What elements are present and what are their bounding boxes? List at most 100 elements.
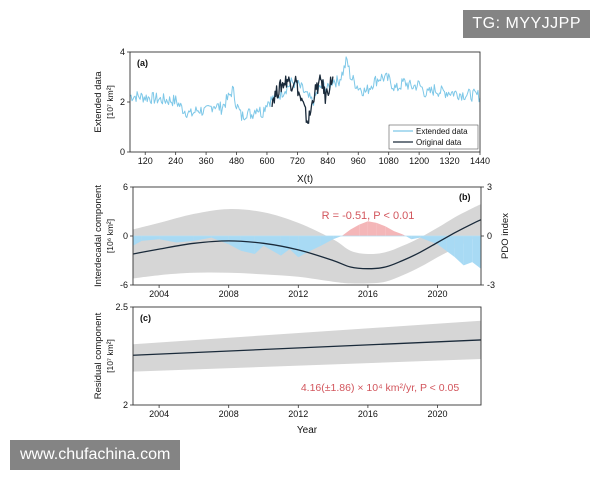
panel-c-y-ticks: 22.5: [115, 302, 133, 410]
pdo-negative-area: [310, 236, 321, 251]
watermark-top-right: TG: MYYJJPP: [463, 10, 590, 38]
panel-b-right-y-tick-label: 0: [487, 231, 492, 241]
pdo-negative-area: [254, 236, 264, 254]
pdo-negative-area: [263, 236, 281, 256]
panel-a-x-tick-label: 1320: [440, 156, 460, 166]
panel-b-y-ticks: -6 0 6: [120, 182, 133, 290]
panel-b-y-label-line1: Interdecadal component: [93, 185, 104, 287]
pdo-negative-area: [228, 236, 241, 251]
panel-b-right-y-tick-label: 3: [487, 182, 492, 192]
panel-a-y-tick-label: 4: [120, 47, 125, 57]
panel-c: 2004 2008 2012 2016 2020 22.5 (c) 4.16(±1.86…: [93, 302, 482, 436]
pdo-positive-area: [350, 224, 360, 236]
interdecadal-component-line: [133, 219, 481, 270]
panel-a-x-tick-label: 240: [168, 156, 183, 166]
panel-b-right-y-tick-label: -3: [487, 280, 495, 290]
panel-c-series: [133, 339, 481, 356]
panel-a-x-tick-label: 360: [199, 156, 214, 166]
panel-b-y-tick-label: 6: [123, 182, 128, 192]
panel-c-x-tick-label: 2008: [219, 409, 239, 419]
panel-b-x-tick-label: 2012: [288, 289, 308, 299]
legend-label-extended: Extended data: [416, 127, 468, 136]
extended-data-line: [129, 56, 481, 121]
panel-a-x-tick-label: 1200: [409, 156, 429, 166]
residual-confidence-band: [133, 320, 481, 372]
panel-a-x-ticks: 120 240 360 480 600 720 840 960 1080 1200 1320 1440: [138, 152, 490, 166]
pdo-negative-area: [240, 236, 255, 254]
panel-c-y-label-line2: [10⁷ km²]: [105, 339, 115, 373]
watermark-bottom-left: www.chufachina.com: [10, 440, 181, 470]
legend-box: [388, 124, 479, 150]
panel-a-y-ticks: 0 2 4: [120, 47, 130, 157]
panel-a-x-tick-label: 600: [259, 156, 274, 166]
pdo-negative-area: [446, 236, 455, 258]
panel-b-pdo-index: [133, 221, 481, 269]
pdo-negative-area: [289, 236, 299, 258]
pdo-positive-area: [394, 231, 403, 236]
pdo-negative-area: [463, 236, 473, 266]
panel-c-x-label: Year: [297, 425, 318, 436]
panel-c-confidence-band: [133, 320, 481, 372]
panel-c-annotation: 4.16(±1.86) × 10⁴ km²/yr, P < 0.05: [301, 382, 459, 394]
panel-c-frame: [132, 306, 482, 406]
panel-b: 2004 2008 2012 2016 2020 -6 0 6 -3 0 3 (b) R = -…: [93, 182, 511, 299]
panel-c-x-tick-label: 2004: [149, 409, 169, 419]
residual-component-line: [133, 339, 481, 356]
original-data-line: [271, 74, 334, 124]
panel-c-label: (c): [140, 313, 151, 323]
panel-a-y-label-line1: Extended data: [93, 71, 104, 133]
pdo-positive-area: [367, 221, 377, 236]
panel-a-y-tick-label: 0: [120, 147, 125, 157]
panel-a: 120 240 360 480 600 720 840 960 1080 1200 1320 1440…: [93, 47, 490, 185]
panel-c-y-label-line1: Residual component: [93, 312, 104, 399]
pdo-negative-area: [420, 236, 438, 245]
legend-label-original: Original data: [416, 138, 462, 147]
pdo-negative-area: [454, 236, 464, 266]
pdo-negative-area: [280, 236, 290, 256]
panel-a-y-label-line2: [10⁷ km²]: [105, 85, 115, 119]
panel-b-x-tick-label: 2020: [427, 289, 447, 299]
pdo-negative-area: [193, 236, 212, 241]
panel-b-y-tick-label: -6: [120, 280, 128, 290]
panel-b-x-ticks: 2004 2008 2012 2016 2020: [149, 285, 448, 299]
panel-a-x-tick-label: 480: [229, 156, 244, 166]
panel-c-x-tick-label: 2016: [358, 409, 378, 419]
panel-c-x-tick-label: 2020: [427, 409, 447, 419]
panel-b-y-tick-label: 0: [123, 231, 128, 241]
pdo-positive-area: [341, 229, 351, 236]
pdo-negative-area: [411, 236, 421, 240]
panel-c-x-ticks: 2004 2008 2012 2016 2020: [149, 405, 448, 419]
pdo-negative-area: [472, 236, 481, 269]
panel-c-y-tick-label: 2: [123, 400, 128, 410]
pdo-negative-area: [133, 236, 142, 246]
panel-c-y-tick-label: 2.5: [115, 302, 128, 312]
pdo-negative-area: [141, 236, 160, 241]
panel-c-x-tick-label: 2012: [288, 409, 308, 419]
pdo-positive-area: [385, 226, 394, 236]
panel-b-right-y-ticks: -3 0 3: [481, 182, 495, 290]
panel-a-x-tick-label: 1080: [379, 156, 399, 166]
pdo-positive-area: [376, 222, 386, 236]
panel-a-legend: Extended data Original data: [388, 124, 479, 150]
panel-b-right-y-label: PDO index: [500, 213, 511, 259]
panel-a-x-tick-label: 960: [351, 156, 366, 166]
pdo-negative-area: [211, 236, 229, 245]
pdo-negative-area: [159, 236, 177, 243]
panel-b-x-tick-label: 2008: [219, 289, 239, 299]
pdo-negative-area: [333, 236, 342, 240]
pdo-negative-area: [405, 236, 412, 240]
panel-b-annotation: R = -0.51, P < 0.01: [322, 210, 415, 222]
panel-b-x-tick-label: 2004: [149, 289, 169, 299]
panel-b-label: (b): [459, 192, 471, 202]
panel-a-x-tick-label: 1440: [470, 156, 490, 166]
panel-b-x-tick-label: 2016: [358, 289, 378, 299]
panel-a-x-tick-label: 840: [320, 156, 335, 166]
panel-a-y-tick-label: 2: [120, 97, 125, 107]
panel-a-x-tick-label: 720: [290, 156, 305, 166]
panel-b-series: [133, 219, 481, 270]
panel-a-label: (a): [137, 58, 148, 68]
pdo-positive-area: [359, 221, 368, 236]
panel-a-x-tick-label: 120: [138, 156, 153, 166]
panel-b-y-label-line2: [10⁶ km²]: [105, 219, 115, 253]
